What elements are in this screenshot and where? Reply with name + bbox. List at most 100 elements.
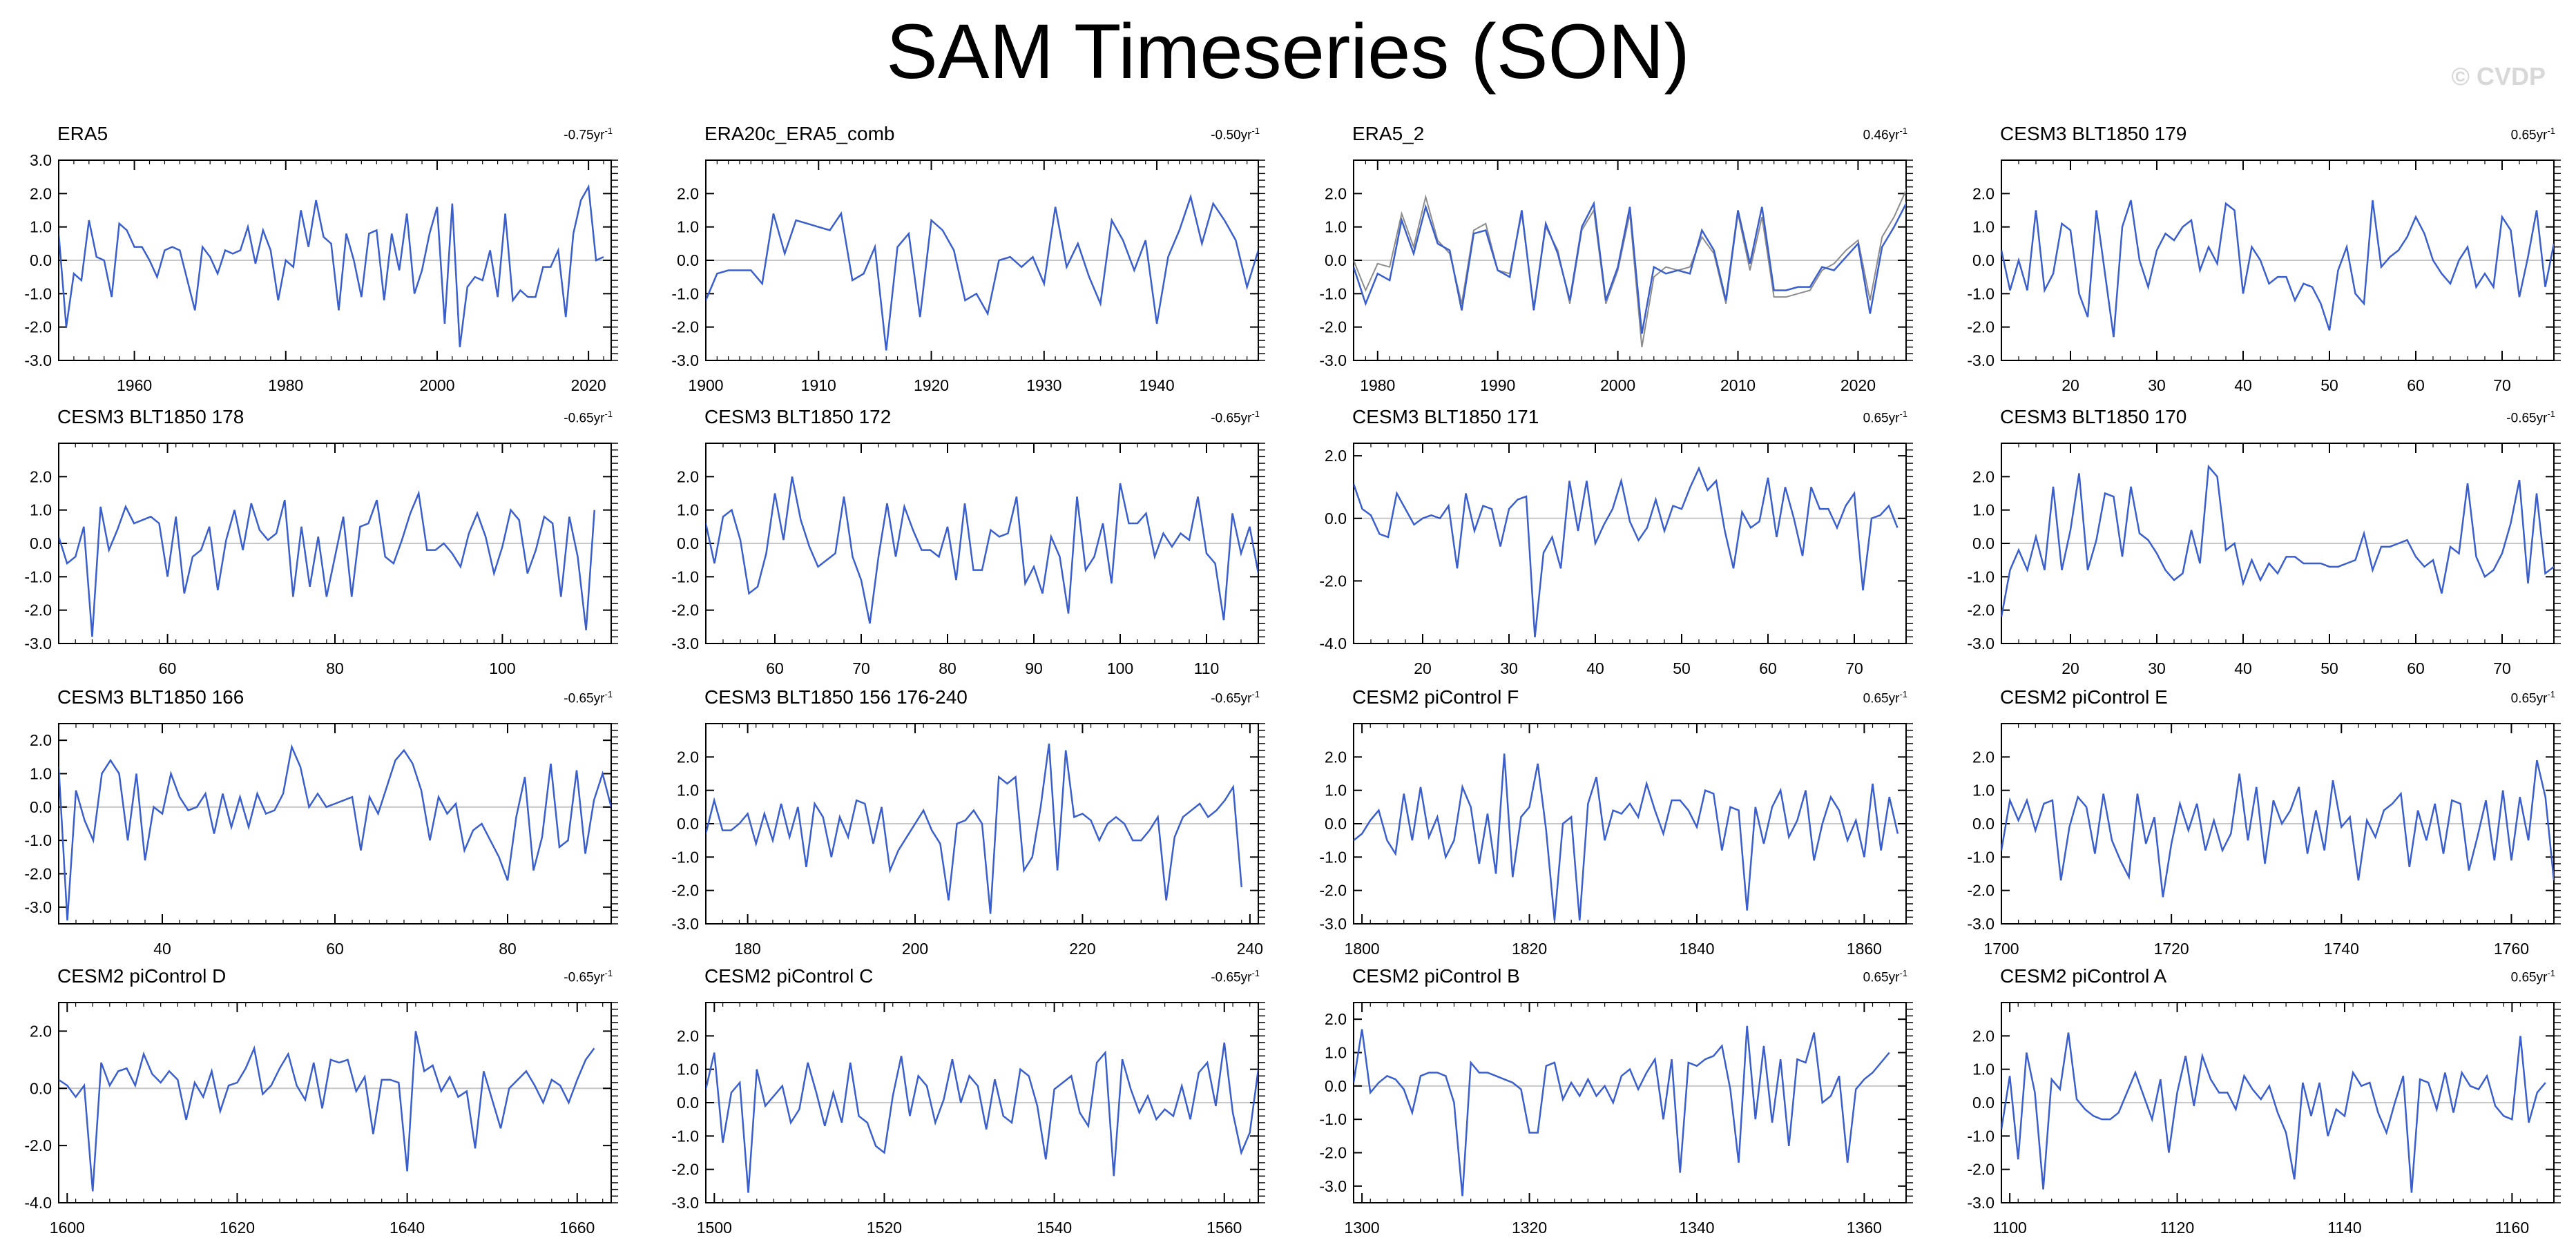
y-tick-label: 2.0 [1325, 748, 1347, 766]
y-tick-label: -2.0 [24, 318, 52, 336]
y-tick-label: -3.0 [671, 915, 699, 933]
page-title: SAM Timeseries (SON) [886, 8, 1690, 95]
y-tick-label: -2.0 [1967, 318, 1995, 336]
y-tick-label: -3.0 [1319, 1177, 1347, 1195]
x-tick-label: 80 [499, 940, 517, 958]
y-tick-label: 0.0 [1972, 1094, 1995, 1112]
y-tick-label: -1.0 [1319, 1110, 1347, 1128]
y-tick-label: -2.0 [24, 1136, 52, 1154]
x-tick-label: 1700 [1983, 940, 2019, 958]
y-tick-label: -1.0 [671, 1127, 699, 1145]
y-tick-label: 2.0 [1325, 1010, 1347, 1028]
panel-title: CESM2 piControl F [1352, 686, 1519, 708]
panel-title: ERA5 [57, 123, 108, 144]
chart-cesm3-blt1850-166: 2.0 1.0 0.0 -1.0 -2.0 -3.0 40 60 80 [24, 723, 618, 958]
y-tick-label: -3.0 [671, 1194, 699, 1212]
panel-title: ERA5_2 [1352, 123, 1425, 144]
y-tick-label: 0.0 [30, 251, 52, 269]
chart-era20c-era5-comb: 2.0 1.0 0.0 -1.0 -2.0 -3.0 1900 1910 1920 1930 194… [671, 159, 1265, 394]
y-tick-label: -2.0 [24, 865, 52, 883]
y-tick-label: -1.0 [671, 568, 699, 586]
x-tick-label: 80 [326, 659, 344, 677]
y-tick-label: 1.0 [677, 782, 699, 800]
y-tick-label: -3.0 [1319, 915, 1347, 933]
x-tick-label: 1940 [1139, 376, 1174, 394]
series-line [706, 743, 1243, 914]
y-tick-label: 2.0 [677, 184, 699, 202]
y-tick-label: -1.0 [1967, 1127, 1995, 1145]
chart-cesm2-picontrol-c: 2.0 1.0 0.0 -1.0 -2.0 -3.0 1500 1520 1540 1560 [671, 1002, 1265, 1237]
chart-cesm3-blt1850-178: 2.0 1.0 0.0 -1.0 -2.0 -3.0 60 80 100 [24, 443, 618, 677]
x-tick-label: 1740 [2324, 940, 2359, 958]
x-tick-label: 1340 [1679, 1219, 1714, 1237]
x-tick-label: 1820 [1512, 940, 1547, 958]
x-tick-label: 2000 [419, 376, 454, 394]
panel-header-cesm3-blt1850-171: CESM3 BLT1850 171 0.65yr-1 [1352, 406, 1907, 434]
x-tick-label: 70 [1845, 659, 1863, 677]
panel-title: CESM3 BLT1850 178 [57, 406, 244, 427]
y-tick-label: 1.0 [677, 501, 699, 519]
chart-cesm3-blt1850-156-176-240: 2.0 1.0 0.0 -1.0 -2.0 -3.0 180 200 220 240 [671, 723, 1265, 958]
y-tick-label: -1.0 [1967, 284, 1995, 302]
y-tick-label: -1.0 [24, 831, 52, 849]
chart-cesm3-blt1850-170: 2.0 1.0 0.0 -1.0 -2.0 -3.0 20 30 40 50 60 70 [1967, 443, 2561, 677]
chart-era5: 3.0 2.0 1.0 0.0 -1.0 -2.0 -3.0 1960 1980 2000 2020 [24, 151, 618, 394]
x-tick-label: 1600 [50, 1219, 85, 1237]
panel-title: CESM2 piControl C [704, 965, 874, 987]
y-tick-label: -1.0 [24, 284, 52, 302]
y-tick-label: -3.0 [671, 351, 699, 369]
x-tick-label: 40 [153, 940, 171, 958]
trend-label: -0.65yr-1 [564, 968, 613, 985]
panel-title: CESM3 BLT1850 179 [2000, 123, 2187, 144]
y-tick-label: 1.0 [1972, 218, 1995, 236]
x-tick-label: 2020 [571, 376, 606, 394]
x-tick-label: 40 [2234, 659, 2252, 677]
y-tick-label: -3.0 [1967, 635, 1995, 652]
panel-header-cesm2-picontrol-d: CESM2 piControl D -0.65yr-1 [57, 965, 613, 993]
x-tick-label: 1960 [117, 376, 152, 394]
x-tick-label: 90 [1025, 659, 1043, 677]
y-tick-label: 0.0 [30, 534, 52, 552]
y-tick-label: 1.0 [677, 1061, 699, 1078]
x-tick-label: 1800 [1345, 940, 1380, 958]
x-tick-label: 2000 [1600, 376, 1635, 394]
series-line [1354, 1025, 1890, 1197]
y-tick-label: 1.0 [30, 501, 52, 519]
x-tick-label: 70 [2493, 376, 2511, 394]
x-tick-label: 40 [1586, 659, 1604, 677]
y-tick-label: 0.0 [1325, 815, 1347, 833]
y-tick-label: 0.0 [677, 534, 699, 552]
panel-header-cesm3-blt1850-166: CESM3 BLT1850 166 -0.65yr-1 [57, 686, 613, 714]
y-tick-label: -2.0 [1319, 318, 1347, 336]
panel-title: CESM3 BLT1850 170 [2000, 406, 2187, 427]
panel-title: CESM3 BLT1850 171 [1352, 406, 1539, 427]
x-tick-label: 60 [2407, 376, 2425, 394]
x-tick-label: 1320 [1512, 1219, 1547, 1237]
y-tick-label: -3.0 [1967, 351, 1995, 369]
y-tick-label: 0.0 [30, 798, 52, 816]
y-tick-label: -2.0 [671, 318, 699, 336]
y-tick-label: 1.0 [1325, 218, 1347, 236]
x-tick-label: 110 [1194, 659, 1220, 677]
series-line [1354, 466, 1899, 638]
x-tick-label: 2020 [1840, 376, 1876, 394]
chart-cesm3-blt1850-171: 2.0 0.0 -2.0 -4.0 20 30 40 50 60 70 [1319, 443, 1913, 677]
y-tick-label: -3.0 [24, 898, 52, 916]
trend-label: 0.46yr-1 [1863, 126, 1907, 143]
y-tick-label: -2.0 [671, 1161, 699, 1179]
y-tick-label: 0.0 [1325, 251, 1347, 269]
trend-label: 0.65yr-1 [1863, 409, 1907, 426]
panel-header-era5: ERA5 -0.75yr-1 [57, 123, 613, 151]
trend-label: -0.65yr-1 [2506, 409, 2555, 426]
y-tick-label: 1.0 [30, 218, 52, 236]
chart-cesm2-picontrol-e: 2.0 1.0 0.0 -1.0 -2.0 -3.0 1700 1720 1740 1760 [1967, 723, 2561, 958]
y-tick-label: 1.0 [1972, 501, 1995, 519]
y-tick-label: 0.0 [677, 251, 699, 269]
panel-header-cesm3-blt1850-178: CESM3 BLT1850 178 -0.65yr-1 [57, 406, 613, 434]
trend-label: -0.65yr-1 [1211, 409, 1260, 426]
series-line [706, 1042, 1258, 1193]
trend-label: -0.75yr-1 [564, 126, 613, 143]
y-tick-label: 0.0 [1972, 815, 1995, 833]
x-tick-label: 1620 [220, 1219, 255, 1237]
panel-header-cesm3-blt1850-179: CESM3 BLT1850 179 0.65yr-1 [2000, 123, 2555, 151]
